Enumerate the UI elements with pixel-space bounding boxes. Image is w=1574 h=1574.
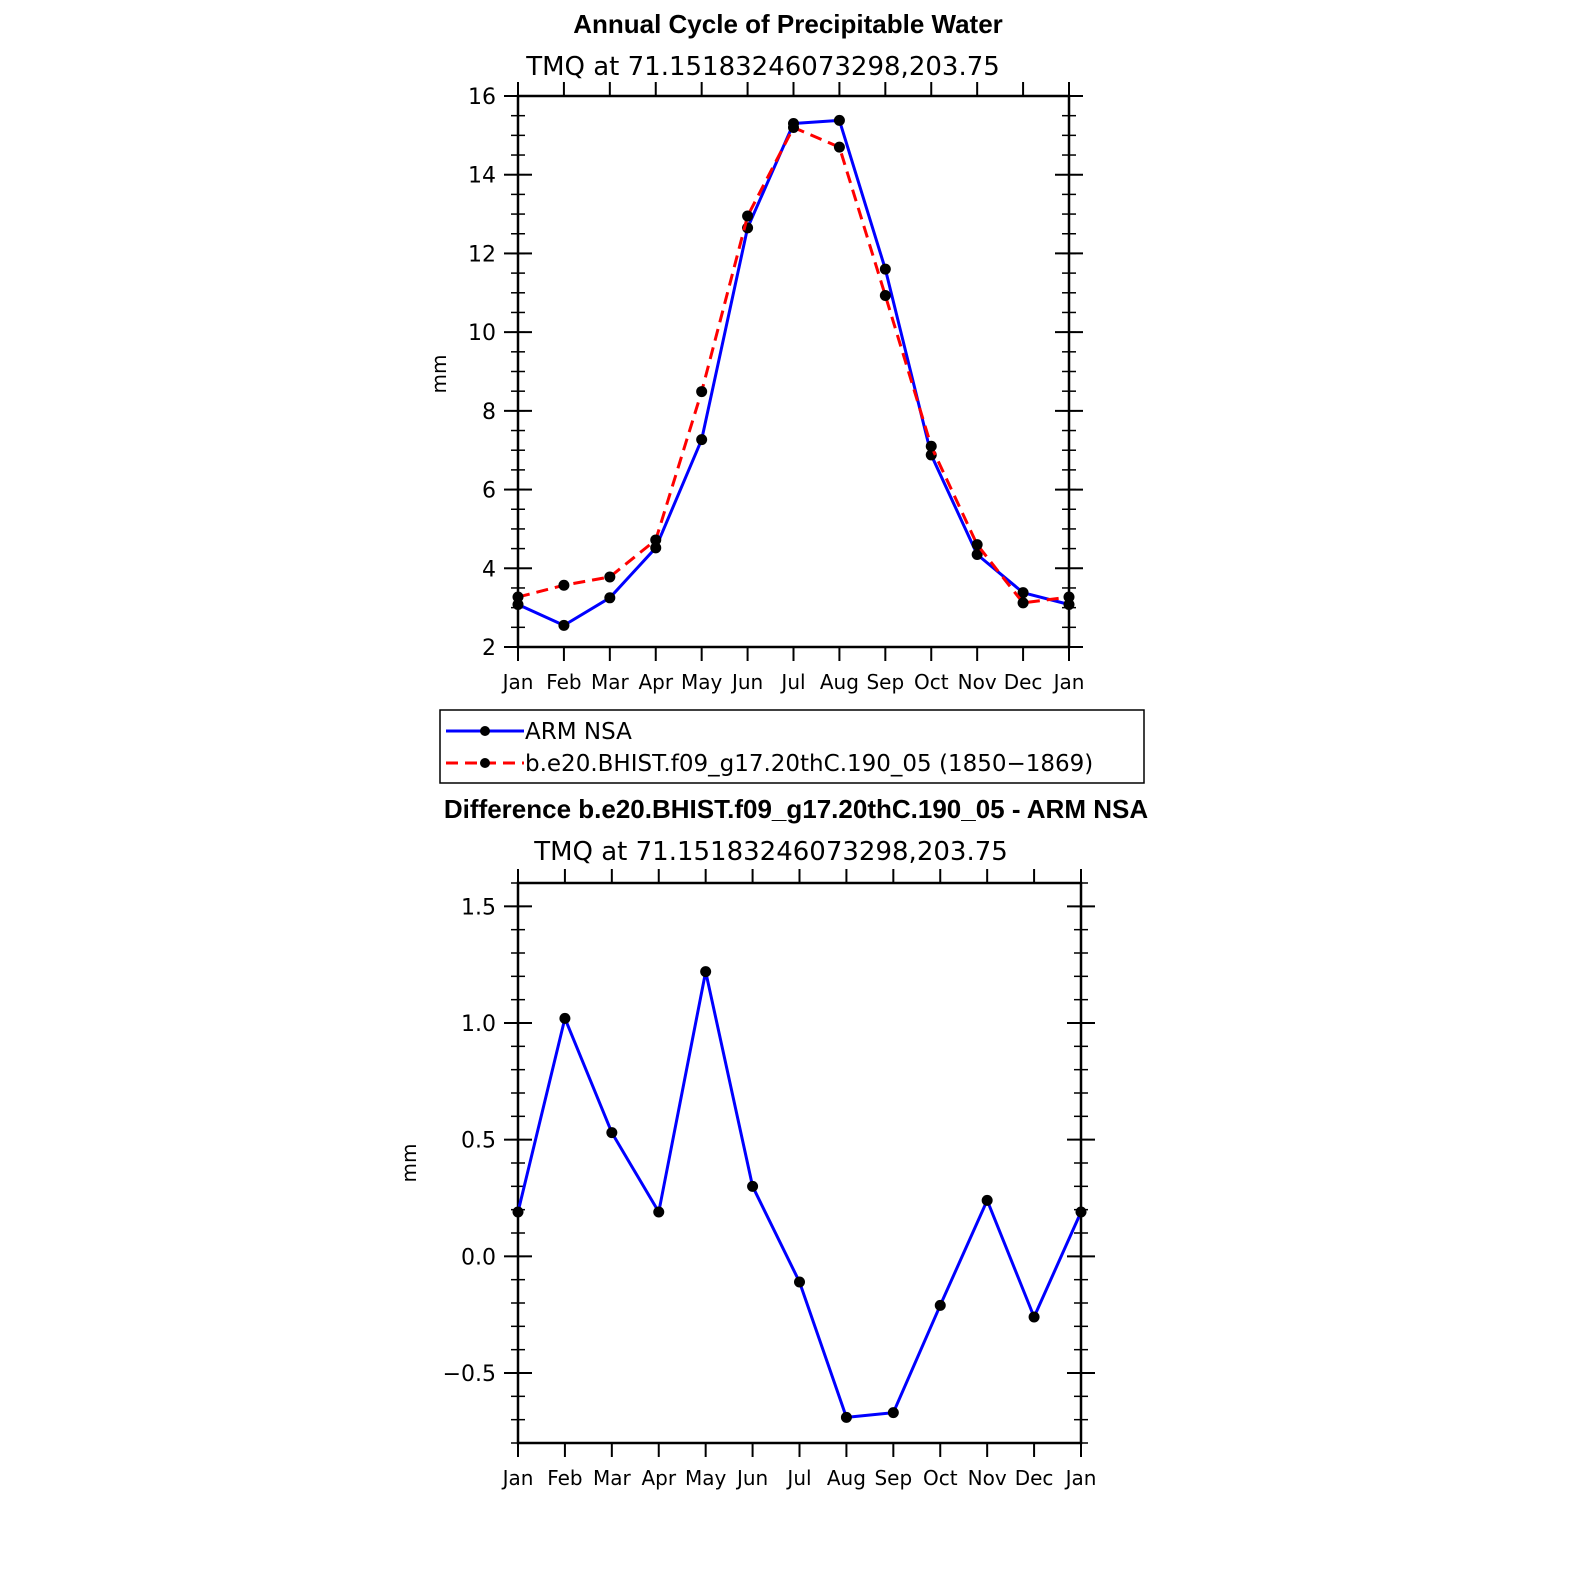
x-tick-label: Jan xyxy=(501,670,534,694)
x-tick-label: Nov xyxy=(958,670,997,694)
chart1-title: Annual Cycle of Precipitable Water xyxy=(573,9,1003,39)
chart2-y-axis-label: mm xyxy=(397,1144,421,1183)
annual-cycle-chart: Annual Cycle of Precipitable Water TMQ a… xyxy=(427,9,1145,784)
x-tick-label: Oct xyxy=(923,1466,958,1490)
data-point-series-0 xyxy=(879,263,891,275)
data-point-series-0 xyxy=(653,1206,665,1218)
x-tick-label: Dec xyxy=(1004,670,1043,694)
data-point-series-0 xyxy=(700,966,712,978)
y-tick-label: 10 xyxy=(468,321,496,346)
x-tick-label: Aug xyxy=(820,670,859,694)
chart2-axes xyxy=(504,869,1095,1457)
plot-frame xyxy=(516,94,1071,649)
x-tick-label: Sep xyxy=(866,670,904,694)
data-point-series-0 xyxy=(606,1127,618,1139)
series-line-0 xyxy=(516,970,1083,1419)
data-point-series-1 xyxy=(788,121,799,133)
data-point-series-0 xyxy=(512,1206,524,1218)
y-tick-label: −0.5 xyxy=(443,1362,496,1387)
x-tick-label: Feb xyxy=(546,670,581,694)
y-tick-label: 0.0 xyxy=(461,1245,496,1270)
series-line-0 xyxy=(517,118,1070,627)
y-tick-label: 12 xyxy=(468,242,496,267)
data-point-series-0 xyxy=(981,1194,993,1206)
data-point-series-0 xyxy=(887,1407,899,1419)
chart2-title: Difference b.e20.BHIST.f09_g17.20thC.190… xyxy=(444,794,1148,824)
x-tick-label: Oct xyxy=(914,670,949,694)
x-tick-label: Apr xyxy=(638,670,673,694)
data-point-series-0 xyxy=(971,549,983,561)
difference-chart: Difference b.e20.BHIST.f09_g17.20thC.190… xyxy=(397,794,1148,1490)
y-tick-label: 4 xyxy=(482,557,496,582)
y-tick-label: 1.5 xyxy=(461,895,496,920)
data-point-series-1 xyxy=(879,290,891,302)
x-tick-label: May xyxy=(681,670,723,694)
chart1-tick-labels: 2 4 6 8 10 12 14 16 Jan Feb Mar Apr May Jun Jul Aug Sep O… xyxy=(468,85,1084,694)
legend-label-model: b.e20.BHIST.f09_g17.20thC.190_05 (1850−1… xyxy=(525,751,1093,777)
data-point-series-1 xyxy=(696,386,708,398)
x-tick-label: Jun xyxy=(730,670,763,694)
chart1-series xyxy=(512,114,1075,631)
data-point-series-0 xyxy=(1017,587,1029,599)
series-line-1 xyxy=(517,125,1070,605)
data-point-series-1 xyxy=(742,210,754,222)
chart1-legend: ARM NSA b.e20.BHIST.f09_g17.20thC.190_05… xyxy=(439,709,1145,784)
y-tick-label: 14 xyxy=(468,164,496,189)
y-tick-label: 1.0 xyxy=(461,1012,496,1037)
data-point-series-1 xyxy=(512,591,524,603)
data-point-series-0 xyxy=(833,114,845,126)
chart2-tick-labels: −0.5 0.0 0.5 1.0 1.5 Jan Feb Mar Apr May Jun Jul Aug… xyxy=(443,895,1097,1490)
data-point-series-0 xyxy=(1075,1206,1087,1218)
data-point-series-0 xyxy=(559,1012,571,1024)
x-tick-label: May xyxy=(685,1466,727,1490)
data-point-series-0 xyxy=(840,1411,852,1423)
x-tick-label: Aug xyxy=(827,1466,866,1490)
legend-box xyxy=(439,709,1145,784)
data-point-series-0 xyxy=(696,434,708,446)
chart1-y-axis-label: mm xyxy=(427,355,451,394)
x-tick-label: Jul xyxy=(779,670,805,694)
x-tick-label: Jan xyxy=(501,1466,534,1490)
data-point-series-1 xyxy=(1063,591,1075,603)
legend-label-arm: ARM NSA xyxy=(525,719,632,745)
chart2-subtitle: TMQ at 71.15183246073298,203.75 xyxy=(533,837,1008,867)
y-tick-label: 16 xyxy=(468,85,496,110)
data-point-series-1 xyxy=(1017,597,1029,609)
x-tick-label: Sep xyxy=(874,1466,912,1490)
data-point-series-1 xyxy=(833,141,845,153)
x-tick-label: Jan xyxy=(1052,670,1085,694)
x-tick-label: Apr xyxy=(641,1466,676,1490)
y-tick-label: 8 xyxy=(482,400,496,425)
x-tick-label: Jun xyxy=(735,1466,768,1490)
y-tick-label: 2 xyxy=(482,636,496,661)
data-point-series-0 xyxy=(558,619,570,631)
data-point-series-0 xyxy=(934,1299,946,1311)
data-point-series-0 xyxy=(650,542,662,554)
data-point-series-0 xyxy=(1028,1311,1040,1323)
x-tick-label: Feb xyxy=(547,1466,582,1490)
legend-marker-model xyxy=(480,758,490,768)
chart1-subtitle: TMQ at 71.15183246073298,203.75 xyxy=(525,52,1000,82)
x-tick-label: Jul xyxy=(785,1466,811,1490)
x-tick-label: Mar xyxy=(593,1466,632,1490)
plot-frame xyxy=(516,881,1083,1445)
x-tick-label: Nov xyxy=(968,1466,1007,1490)
data-point-series-0 xyxy=(794,1276,805,1288)
data-point-series-1 xyxy=(650,534,662,546)
legend-marker-arm xyxy=(480,726,490,736)
data-point-series-0 xyxy=(747,1180,759,1192)
data-point-series-1 xyxy=(925,440,937,452)
data-point-series-1 xyxy=(558,579,570,591)
x-tick-label: Dec xyxy=(1015,1466,1054,1490)
x-tick-label: Mar xyxy=(591,670,630,694)
data-point-series-1 xyxy=(604,571,616,583)
data-point-series-1 xyxy=(971,539,983,551)
y-tick-label: 0.5 xyxy=(461,1129,496,1154)
chart2-series xyxy=(512,966,1087,1423)
chart1-axes xyxy=(504,82,1083,661)
x-tick-label: Jan xyxy=(1064,1466,1097,1490)
data-point-series-0 xyxy=(604,592,616,604)
y-tick-label: 6 xyxy=(482,479,496,504)
